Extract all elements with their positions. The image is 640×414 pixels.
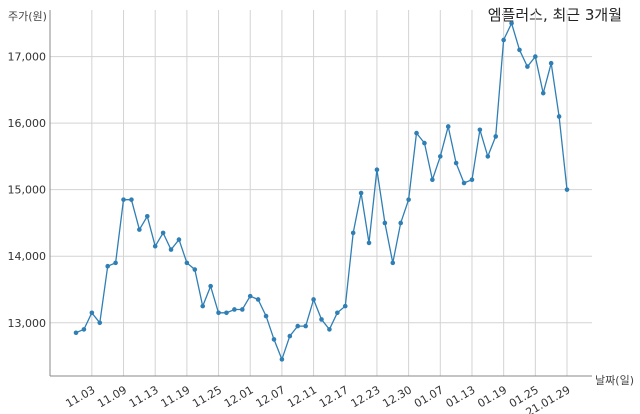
data-point (240, 307, 245, 312)
data-point (279, 357, 285, 362)
data-point (129, 197, 134, 202)
y-axis-label: 주가(원) (8, 10, 47, 23)
data-point (192, 267, 198, 272)
data-point (287, 333, 293, 339)
data-point (263, 313, 269, 319)
x-tick-label: 01.07 (412, 383, 446, 410)
data-point (184, 260, 190, 266)
data-point (160, 230, 166, 236)
data-point (540, 90, 546, 96)
data-point (406, 197, 411, 202)
data-point (319, 317, 324, 322)
data-point (255, 297, 261, 302)
data-point (105, 263, 110, 269)
data-point (208, 283, 213, 289)
x-tick-label: 11.03 (64, 383, 98, 410)
data-point (89, 310, 95, 316)
data-point (176, 237, 182, 242)
data-point (232, 307, 237, 312)
x-tick-label: 12.07 (254, 383, 288, 410)
data-point (113, 260, 118, 266)
y-tick-label: 13,000 (8, 317, 47, 330)
x-tick-label: 11.13 (127, 383, 161, 410)
data-point (200, 303, 206, 309)
y-tick-label: 16,000 (8, 117, 47, 130)
x-tick-label: 12.30 (380, 383, 414, 410)
x-tick-label: 12.01 (222, 383, 256, 410)
data-point (501, 37, 506, 43)
y-tick-label: 17,000 (8, 51, 47, 64)
data-point (121, 197, 126, 202)
data-point (445, 124, 451, 129)
data-point (533, 54, 538, 59)
data-point (137, 227, 142, 232)
data-point (493, 134, 499, 139)
data-point (453, 160, 459, 166)
data-point (81, 327, 87, 332)
data-point (382, 220, 388, 226)
data-point (556, 114, 562, 119)
x-tick-label: 01.13 (444, 383, 478, 410)
data-point (152, 243, 158, 249)
data-point (374, 167, 380, 173)
data-point (477, 127, 483, 133)
y-tick-label: 15,000 (8, 184, 47, 197)
x-tick-label: 12.23 (349, 383, 383, 410)
data-point (335, 310, 340, 316)
data-point (517, 47, 522, 53)
data-point (311, 297, 316, 302)
x-tick-label: 01.19 (475, 383, 509, 410)
x-tick-label: 11.25 (190, 383, 224, 410)
data-point (327, 327, 332, 332)
data-point (358, 190, 364, 196)
data-point (414, 130, 419, 136)
data-point (485, 154, 491, 159)
data-point (366, 240, 372, 246)
data-point (430, 177, 435, 182)
data-point (525, 64, 530, 69)
data-point (295, 323, 301, 329)
x-axis-label: 날짜(일) (595, 374, 634, 387)
data-point (247, 293, 253, 299)
data-point (168, 247, 174, 252)
price-line (75, 21, 568, 362)
x-tick-label: 11.19 (159, 383, 193, 410)
data-point (509, 21, 514, 26)
data-point (144, 213, 150, 219)
data-point (469, 177, 475, 182)
data-point (461, 180, 467, 186)
data-point (342, 303, 348, 309)
data-point (398, 220, 403, 226)
y-tick-label: 14,000 (8, 250, 47, 263)
data-point (224, 310, 229, 316)
x-tick-label: 12.17 (317, 383, 351, 410)
data-point (271, 337, 277, 342)
data-point (548, 60, 554, 66)
data-point (422, 140, 427, 146)
data-point (437, 154, 443, 159)
data-point (390, 260, 396, 266)
data-point (216, 310, 221, 316)
data-point (73, 330, 79, 336)
data-point (564, 187, 570, 192)
chart-title: 엠플러스, 최근 3개월 (487, 6, 622, 24)
x-tick-label: 11.09 (95, 383, 129, 410)
data-point (97, 320, 103, 326)
data-point (303, 323, 308, 329)
x-tick-label: 12.11 (285, 383, 319, 410)
data-point (350, 230, 356, 236)
